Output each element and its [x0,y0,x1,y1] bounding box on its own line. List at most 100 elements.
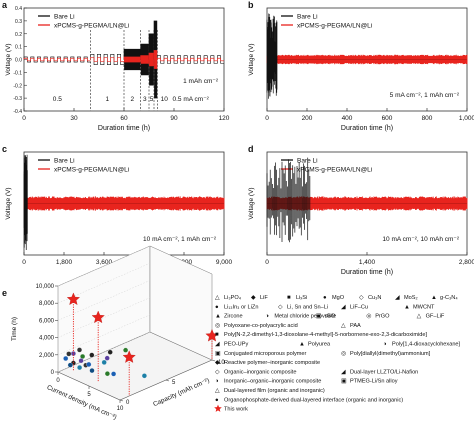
panel-c: Voltage (V) [5,151,225,256]
legend-e-label: PrGO [375,314,390,320]
z-tick-label: 4,000 [39,336,55,342]
rate-label: 10 [161,96,169,103]
this-work-star [122,350,136,363]
literature-point [101,359,107,365]
panel-letter-b: b [248,0,254,10]
bare-li-trace [266,157,311,243]
legend-e-label: Zircone [224,314,243,320]
legend-e-marker-icon: ◑ [215,379,219,385]
legend-e-marker-icon: ◑ [383,342,387,348]
rate-label: 1 [106,96,110,103]
legend-e-marker-icon: ◇ [278,304,283,310]
rate-label: 2 [131,96,135,103]
panel-e: Time (h)Current density (mA cm⁻²) Capacit… [11,245,219,421]
panel-letter-d: d [248,144,254,154]
x-tick-label: 1,000 [459,115,474,122]
y-axis-label: Voltage (V) [248,43,255,75]
x-tick-label: 0 [265,259,269,266]
legend-e-marker-icon: ▣ [316,314,322,320]
legend-e-label: Poly[diallyl(dimethyl)ammonium] [350,351,431,357]
legend-e-marker-icon: ● [215,304,219,310]
x-tick-label: 90 [170,115,178,122]
x-tick-label: 200 [302,115,313,122]
legend-e-marker-icon: △ [417,314,422,320]
z-axis-label: Time (h) [11,317,18,341]
literature-point [77,365,83,371]
legend-e-label: Dual-layered film (organic and inorganic… [224,388,325,394]
legend-e-label: Inorganic–organic–inorganic composite [224,379,321,385]
pcms-trace-segment [148,52,154,67]
y-tick-label: 0.0 [15,58,22,64]
x-tick-label: 30 [70,115,78,122]
y-tick [211,359,216,362]
legend-e-label: Li₁₃In₃ or LiZn [224,304,258,310]
this-work-star [91,310,105,324]
legend-e-marker-icon: ■ [215,332,219,338]
z-tick-label: 0 [51,370,55,376]
z-tick-label: 2,000 [39,353,55,359]
legend-e-marker-icon: △ [215,388,220,394]
x-tick-label: 1,800 [56,259,73,266]
pcms-trace-segment [90,57,124,62]
x-tick-label: 1,400 [359,259,376,266]
y-tick-label: -0.1 [13,70,22,76]
legend-e-marker-icon: ◑ [265,314,269,320]
legend-e-label: rGO [325,314,336,320]
legend-e-marker-icon: ▣ [215,351,221,357]
x-tick-label: 10 [117,406,124,412]
bare-li-trace [266,13,278,99]
legend-e-marker-icon: ▲ [215,314,221,320]
legend-e-label: MgO [332,295,345,301]
pcms-trace-segment [123,56,141,63]
x-tick-label: 5 [87,392,91,398]
legend-e-marker-icon: ▲ [404,304,410,310]
legend-e-label: Polyurea [308,342,331,348]
legend-label-bare: Bare Li [297,158,318,165]
legend-e-label: Conjugated microporous polymer [224,351,307,357]
literature-point [78,358,84,364]
z-tick-label: 8,000 [39,301,55,307]
z-tick-label: 10,000 [36,284,55,290]
pcms-trace-segment [156,57,224,62]
legend-label-bare: Bare Li [297,14,318,21]
x-tick-label: 800 [422,115,433,122]
legend-e-marker-icon: ◢ [341,369,346,375]
legend-label-pcms: xPCMS-g-PEGMA/LN@Li [297,23,372,30]
legend-e-label: PEO-UPy [224,342,248,348]
panel-d: Voltage (V) [248,151,468,256]
legend-e: △ Li₃PO₄ ◆ LiF ■ LiₓSi ● MgO ◇ Cu₃N ◢ MoS₂ ▲ g-C₃N₄● L… [214,295,461,413]
legend-label-pcms: xPCMS-g-PEGMA/LN@Li [297,167,372,174]
panel-b: Voltage (V) [248,7,468,112]
bare-li-trace-segment [123,48,141,71]
legend-e-marker-icon: △ [341,323,346,329]
condition-label: 10 mA cm⁻², 10 mAh cm⁻² [382,236,459,243]
literature-point [89,352,95,358]
x-axis-label: Duration time (h) [98,125,150,132]
pcms-trace-segment [140,55,149,64]
legend-e-label: Dual-layer LLZTO/Li-Nafion [350,369,418,375]
rate-label: 5 [150,96,154,103]
panel-letter-c: c [2,144,7,154]
legend-e-label: Poly[N-2,2-dimethyl-1,3-dioxolane-4-meth… [224,332,427,338]
literature-point [141,373,147,379]
literature-point [107,349,113,355]
literature-point [104,355,110,361]
y-tick-label: -0.2 [13,83,22,89]
legend-e-label: MWCNT [413,304,435,310]
y-axis-label: Voltage (V) [248,187,255,219]
legend-e-marker-icon: ◆ [251,295,256,301]
y-tick-label: 0.3 [15,19,22,25]
legend-e-label: Polyoxane-co-polyacrylic acid [224,323,298,329]
legend-e-marker-icon: ◇ [359,295,364,301]
legend-e-label: g-C₃N₄ [440,295,458,301]
this-work-star [205,329,219,342]
literature-point [66,351,72,357]
legend-e-marker-icon: ▣ [341,379,347,385]
rate-label: 0.5 mA cm⁻² [173,96,210,103]
panel-letter-e: e [2,288,7,298]
panel-letter-a: a [2,0,8,10]
x-tick-label: 0 [22,115,26,122]
legend-e-marker-icon: ◢ [341,304,346,310]
legend-e-marker-icon: ▲ [431,295,437,301]
